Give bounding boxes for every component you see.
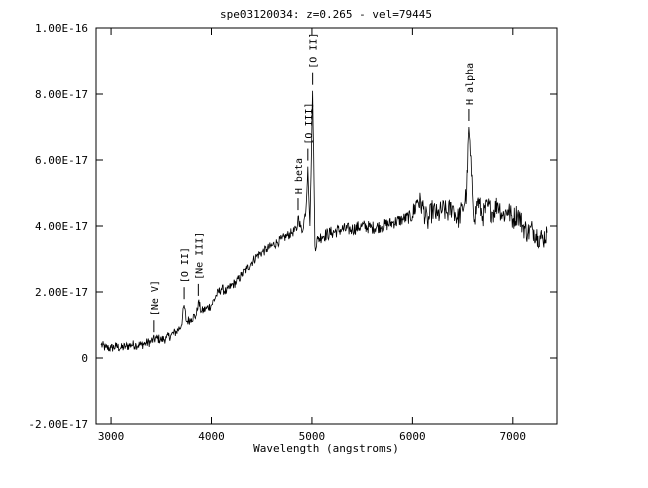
y-tick-label: 8.00E-17 — [35, 88, 88, 101]
x-tick-label: 6000 — [399, 430, 426, 443]
line-annotations: [Ne V][O II] [Ne III]H beta[O III][O II]H… — [150, 33, 476, 333]
y-tick-label: -2.00E-17 — [28, 418, 88, 431]
chart-title: spe03120034: z=0.265 - vel=79445 — [220, 8, 432, 21]
annotation-label: [O III] — [304, 102, 315, 144]
annotation-label: H alpha — [465, 63, 476, 105]
annotation-label: [Ne V] — [150, 280, 161, 316]
annotation-label: H beta — [294, 158, 305, 194]
x-tick-label: 5000 — [299, 430, 326, 443]
x-axis-label: Wavelength (angstroms) — [253, 442, 399, 455]
annotation-label: [Ne III] — [194, 232, 205, 280]
spectrum-line — [100, 90, 548, 352]
annotation-label: [O II] — [309, 33, 320, 69]
y-tick-label: 0 — [81, 352, 88, 365]
y-tick-label: 1.00E-16 — [35, 22, 88, 35]
y-axis: -2.00E-17 0 2.00E-17 4.00E-17 6.00E-17 8.00E-… — [28, 22, 557, 431]
y-tick-label: 2.00E-17 — [35, 286, 88, 299]
x-tick-label: 7000 — [500, 430, 527, 443]
plot-frame — [95, 27, 558, 425]
x-tick-label: 4000 — [198, 430, 225, 443]
x-axis: 3000 4000 5000 6000 7000 — [98, 28, 526, 443]
x-tick-label: 3000 — [98, 430, 125, 443]
y-tick-label: 4.00E-17 — [35, 220, 88, 233]
y-tick-label: 6.00E-17 — [35, 154, 88, 167]
annotation-label: [O II] — [180, 247, 191, 283]
